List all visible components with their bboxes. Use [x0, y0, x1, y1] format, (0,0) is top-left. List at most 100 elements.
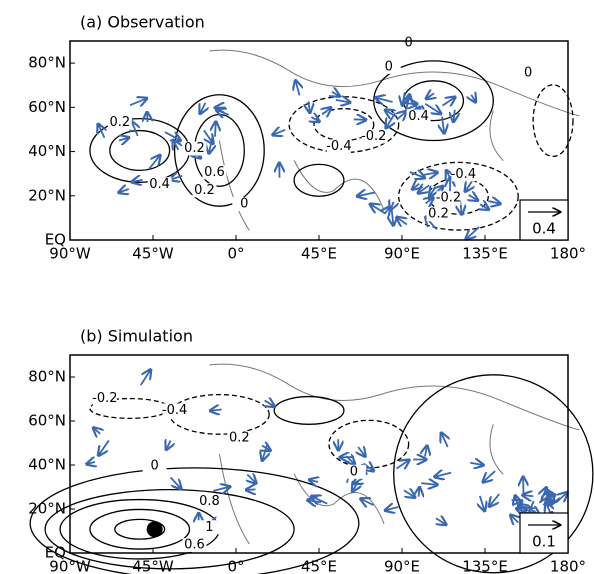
wind-vector: [211, 410, 222, 411]
contour: [398, 161, 519, 231]
y-tick-label: EQ: [45, 544, 66, 562]
wind-vector: [386, 507, 399, 510]
x-tick-label: 90°E: [384, 245, 420, 263]
x-tick-label: 45°E: [301, 245, 337, 263]
contour-label: 0.8: [199, 494, 220, 509]
contour-label-bg: [436, 191, 461, 206]
wind-vector: [480, 495, 485, 511]
contour-label: 0.4: [149, 177, 170, 192]
wind-vector: [353, 119, 366, 120]
reference-box: [519, 199, 569, 241]
contour-label: -0.4: [326, 139, 351, 154]
wind-vector: [273, 130, 286, 135]
contour-label-bg: [232, 197, 257, 212]
wind-vector: [441, 433, 447, 448]
wind-vector: [488, 201, 500, 204]
wind-vector: [403, 490, 414, 497]
wind-vector: [332, 92, 339, 96]
wind-vector: [471, 95, 475, 102]
wind-vector: [311, 117, 319, 121]
contour-label-bg: [162, 403, 187, 418]
contour-label-bg: [361, 129, 386, 144]
x-tick-label: 180°: [550, 558, 586, 574]
wind-vector: [247, 475, 255, 483]
wind-vector: [132, 180, 143, 182]
wind-vector: [511, 515, 519, 522]
contour-label-bg: [341, 464, 366, 479]
x-tick-label: 0°: [227, 558, 244, 574]
wind-vector: [171, 176, 183, 180]
wind-vector: [129, 99, 146, 106]
wind-vector: [430, 187, 436, 196]
wind-vector: [322, 108, 330, 114]
wind-vector: [119, 189, 129, 192]
contour-label: -0.4: [162, 403, 187, 418]
x-tick-label: 135°E: [462, 245, 508, 263]
wind-vector: [480, 204, 488, 209]
contour-label: -0.2: [361, 129, 386, 144]
wind-vector: [555, 493, 567, 504]
wind-vector: [215, 122, 216, 137]
reference-label: 0.1: [532, 533, 556, 551]
contour-label: 0: [151, 458, 159, 473]
coastline: [209, 363, 580, 545]
contour-label: 0.6: [184, 538, 205, 553]
reference-label: 0.4: [532, 220, 556, 238]
wind-vector: [419, 488, 420, 497]
contour-label: -0.4: [451, 167, 476, 182]
contour: [114, 518, 166, 540]
wind-vector: [523, 495, 534, 496]
y-tick-label: 20°N: [28, 186, 66, 204]
contour: [393, 374, 594, 574]
wind-vector: [541, 488, 547, 503]
wind-vector: [87, 462, 95, 464]
contour-label-bg: [406, 109, 431, 124]
wind-vector: [164, 131, 180, 140]
wind-vector: [247, 489, 256, 490]
wind-vector: [370, 204, 386, 215]
wind-vector: [424, 103, 440, 114]
contour-label: 0.2: [428, 207, 449, 222]
x-tick-label: 135°E: [462, 558, 508, 574]
wind-vector: [139, 370, 151, 386]
contour-label-bg: [202, 165, 227, 180]
x-tick-label: 45°E: [301, 558, 337, 574]
y-tick-label: 60°N: [28, 98, 66, 116]
wind-vector: [466, 226, 480, 239]
wind-vector: [409, 172, 424, 178]
panel-title: (a) Observation: [80, 13, 205, 32]
wind-vector: [441, 97, 454, 105]
y-tick-label: 80°N: [28, 368, 66, 386]
wind-vector: [392, 209, 394, 225]
contour-label-bg: [227, 431, 252, 446]
x-tick-label: 45°W: [132, 245, 174, 263]
wind-vector: [386, 112, 397, 128]
contour: [89, 508, 191, 550]
wind-vector: [401, 103, 417, 104]
center-marker: [146, 521, 163, 538]
contour-label: 0: [385, 59, 393, 74]
contour-label: 0.4: [408, 109, 429, 124]
contour-label-bg: [107, 115, 132, 130]
wind-vector: [397, 218, 407, 225]
wind-vector: [217, 110, 230, 115]
wind-vector: [390, 202, 393, 210]
wind-vector: [98, 125, 104, 138]
contour-label-bg: [376, 59, 401, 74]
contour: [44, 488, 295, 570]
contour-label: 0: [350, 464, 358, 479]
y-tick-label: 20°N: [28, 500, 66, 518]
wind-vector: [435, 473, 452, 477]
wind-vector: [310, 480, 318, 482]
wind-vector: [203, 129, 213, 143]
wind-vector: [200, 102, 205, 113]
x-tick-label: 0°: [227, 245, 244, 263]
wind-vector: [470, 463, 483, 465]
wind-vector: [421, 483, 437, 485]
contour-label: -0.2: [92, 391, 117, 406]
wind-vector: [148, 156, 160, 170]
wind-vector: [262, 443, 267, 460]
panel-title: (b) Simulation: [80, 327, 193, 346]
coastline: [209, 49, 580, 231]
